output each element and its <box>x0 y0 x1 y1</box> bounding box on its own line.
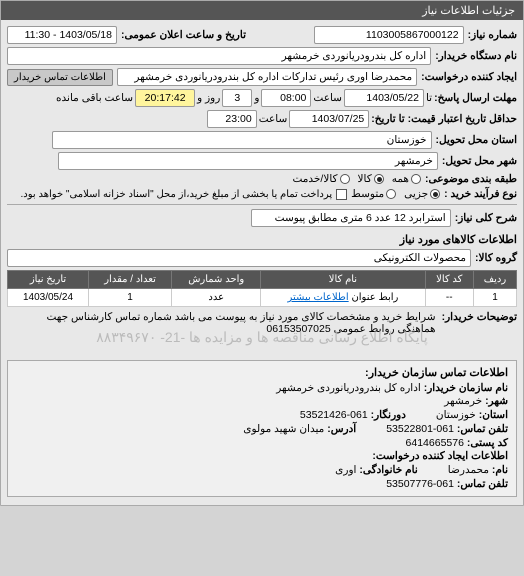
days-label: روز و <box>197 92 220 104</box>
desc-label: شرح کلی نیاز: <box>455 212 517 224</box>
items-section-title: اطلاعات کالاهای مورد نیاز <box>7 233 517 246</box>
creator-input[interactable] <box>117 68 417 86</box>
countdown-input <box>135 89 195 107</box>
c-post-label: کد پستی: <box>467 437 508 449</box>
c-fax-label: دورنگار: <box>371 409 406 421</box>
purchase-radio-group: جزیی متوسط <box>351 188 440 200</box>
c-city: خرمشهر <box>444 395 482 407</box>
th-row: ردیف <box>473 271 516 289</box>
c-fax: 061-53521426 <box>300 409 368 421</box>
c-addr-label: آدرس: <box>327 423 356 435</box>
table-row[interactable]: 1 -- رابط عنوان اطلاعات بیشتر عدد 1 1403… <box>8 289 517 307</box>
c-name: محمدرضا <box>448 464 489 476</box>
cell-unit: عدد <box>172 289 261 307</box>
c-lname-label: نام خانوادگی: <box>359 464 417 476</box>
validity-time-input[interactable] <box>207 110 257 128</box>
c-creator-info-label: اطلاعات ایجاد کننده درخواست: <box>372 450 508 462</box>
th-qty: تعداد / مقدار <box>88 271 171 289</box>
cell-qty: 1 <box>88 289 171 307</box>
attach-link[interactable]: اطلاعات بیشتر <box>287 292 348 303</box>
c-ctel: 061-53507776 <box>386 478 454 490</box>
city-input[interactable] <box>58 152 438 170</box>
buyer-notes: شرایط خرید و مشخصات کالای مورد نیاز به پ… <box>7 311 436 335</box>
c-city-label: شهر: <box>485 395 508 407</box>
req-detail-panel: جزئیات اطلاعات نیاز شماره نیاز: تاریخ و … <box>0 0 524 506</box>
c-post: 6414665576 <box>406 437 464 449</box>
th-date: تاریخ نیاز <box>8 271 89 289</box>
group-label: گروه کالا: <box>475 252 517 264</box>
deadline-date-input[interactable] <box>344 89 424 107</box>
validity-label: حداقل تاریخ اعتبار قیمت: تا تاریخ: <box>371 113 517 125</box>
c-province-label: استان: <box>479 409 508 421</box>
remaining-suffix: ساعت باقی مانده <box>56 92 133 104</box>
org-label: نام دستگاه خریدار: <box>435 50 517 62</box>
radio-service[interactable]: کالا/خدمت <box>292 173 349 185</box>
and-label: و <box>254 92 259 104</box>
org-input[interactable] <box>7 47 431 65</box>
table-header-row: ردیف کد کالا نام کالا واحد شمارش تعداد /… <box>8 271 517 289</box>
c-addr: میدان شهید مولوی <box>243 423 324 435</box>
separator-1 <box>7 204 517 205</box>
days-remaining-input[interactable] <box>222 89 252 107</box>
cell-code: -- <box>425 289 473 307</box>
cell-row: 1 <box>473 289 516 307</box>
radio-goods[interactable]: کالا <box>358 173 384 185</box>
contact-title: اطلاعات تماس سازمان خریدار: <box>16 366 508 379</box>
announce-input[interactable] <box>7 26 117 44</box>
city-label: شهر محل تحویل: <box>442 155 517 167</box>
c-name-label: نام: <box>492 464 508 476</box>
purchase-type-label: نوع فرآیند خرید : <box>444 188 517 200</box>
th-code: کد کالا <box>425 271 473 289</box>
cell-date: 1403/05/24 <box>8 289 89 307</box>
radio-minor[interactable]: جزیی <box>404 188 440 200</box>
subject-radio-group: همه کالا کالا/خدمت <box>292 173 420 185</box>
payment-note: پرداخت تمام یا بخشی از مبلغ خرید،از محل … <box>21 189 333 200</box>
req-no-input[interactable] <box>314 26 464 44</box>
panel-content: شماره نیاز: تاریخ و ساعت اعلان عمومی: نا… <box>1 20 523 505</box>
c-tel-label: تلفن تماس: <box>457 423 508 435</box>
cell-name: رابط عنوان اطلاعات بیشتر <box>261 289 425 307</box>
c-lname: اوری <box>335 464 356 476</box>
province-input[interactable] <box>52 131 432 149</box>
c-tel: 061-53522801 <box>386 423 454 435</box>
c-province: خوزستان <box>436 409 476 421</box>
c-org: اداره کل بندرودریانوردی خرمشهر <box>276 382 421 394</box>
items-table: ردیف کد کالا نام کالا واحد شمارش تعداد /… <box>7 270 517 307</box>
payment-checkbox[interactable] <box>336 189 347 200</box>
c-ctel-label: تلفن تماس: <box>457 478 508 490</box>
time-label-2: ساعت <box>259 113 288 125</box>
subject-cat-label: طبقه بندی موضوعی: <box>425 173 517 185</box>
desc-input[interactable] <box>251 209 451 227</box>
contact-box: اطلاعات تماس سازمان خریدار: نام سازمان خ… <box>7 360 517 497</box>
th-name: نام کالا <box>261 271 425 289</box>
announce-label: تاریخ و ساعت اعلان عمومی: <box>121 29 246 41</box>
buyer-notes-label: توضیحات خریدار: <box>442 311 517 323</box>
time-label-1: ساعت <box>313 92 342 104</box>
radio-medium[interactable]: متوسط <box>351 188 396 200</box>
c-org-label: نام سازمان خریدار: <box>424 382 508 394</box>
contact-button[interactable]: اطلاعات تماس خریدار <box>7 69 113 86</box>
validity-date-input[interactable] <box>289 110 369 128</box>
req-no-label: شماره نیاز: <box>468 29 517 41</box>
deadline-prefix: تا <box>426 92 432 104</box>
group-input[interactable] <box>7 249 471 267</box>
creator-label: ایجاد کننده درخواست: <box>421 71 517 83</box>
deadline-time-input[interactable] <box>261 89 311 107</box>
province-label: استان محل تحویل: <box>436 134 517 146</box>
panel-title: جزئیات اطلاعات نیاز <box>1 1 523 20</box>
radio-all[interactable]: همه <box>392 173 421 185</box>
deadline-label: مهلت ارسال پاسخ: <box>434 92 517 104</box>
th-unit: واحد شمارش <box>172 271 261 289</box>
